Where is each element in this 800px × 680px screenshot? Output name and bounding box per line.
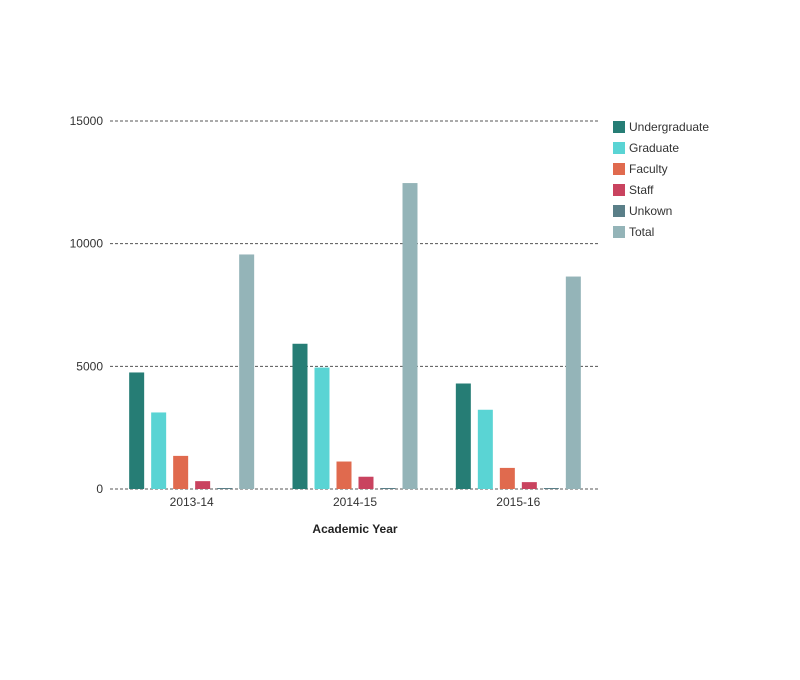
- bar-unkown-2015-16: [543, 488, 559, 489]
- x-tick-label: 2015-16: [496, 495, 540, 509]
- bar-faculty-2014-15: [336, 461, 352, 489]
- y-tick-label: 10000: [70, 237, 104, 251]
- bar-unkown-2013-14: [217, 488, 233, 489]
- x-axis-ticks: 2013-14 2014-15 2015-16: [170, 495, 541, 509]
- legend-swatch-undergraduate: [613, 121, 625, 133]
- bar-staff-2013-14: [195, 481, 211, 489]
- bar-staff-2014-15: [358, 476, 374, 489]
- bar-faculty-2015-16: [499, 467, 515, 489]
- bar-undergraduate-2014-15: [292, 343, 308, 489]
- legend-swatch-unkown: [613, 205, 625, 217]
- y-tick-label: 0: [96, 482, 103, 496]
- legend-label-undergraduate: Undergraduate: [629, 120, 709, 134]
- bar-undergraduate-2013-14: [129, 372, 145, 489]
- legend-label-total: Total: [629, 225, 654, 239]
- gridlines: [110, 120, 600, 490]
- legend-label-staff: Staff: [629, 183, 654, 197]
- bar-faculty-2013-14: [173, 455, 189, 489]
- x-tick-label: 2013-14: [170, 495, 214, 509]
- legend-swatch-total: [613, 226, 625, 238]
- y-tick-label: 5000: [76, 359, 103, 373]
- legend-swatch-faculty: [613, 163, 625, 175]
- legend: Undergraduate Graduate Faculty Staff Unkown T…: [613, 120, 709, 239]
- bar-graduate-2015-16: [477, 409, 493, 489]
- bar-total-2013-14: [239, 254, 255, 489]
- legend-label-faculty: Faculty: [629, 162, 668, 176]
- bar-undergraduate-2015-16: [455, 383, 471, 489]
- bar-total-2015-16: [565, 276, 581, 489]
- bars: [129, 183, 581, 489]
- y-axis-ticks: 0 5000 10000 15000: [70, 114, 104, 496]
- bar-graduate-2013-14: [151, 412, 167, 489]
- y-tick-label: 15000: [70, 114, 104, 128]
- bar-staff-2015-16: [521, 482, 537, 489]
- x-axis-title: Academic Year: [312, 522, 398, 536]
- legend-swatch-graduate: [613, 142, 625, 154]
- legend-label-graduate: Graduate: [629, 141, 679, 155]
- legend-swatch-staff: [613, 184, 625, 196]
- bar-unkown-2014-15: [380, 488, 396, 489]
- bar-graduate-2014-15: [314, 367, 330, 489]
- bar-total-2014-15: [402, 183, 418, 489]
- x-tick-label: 2014-15: [333, 495, 377, 509]
- legend-label-unkown: Unkown: [629, 204, 672, 218]
